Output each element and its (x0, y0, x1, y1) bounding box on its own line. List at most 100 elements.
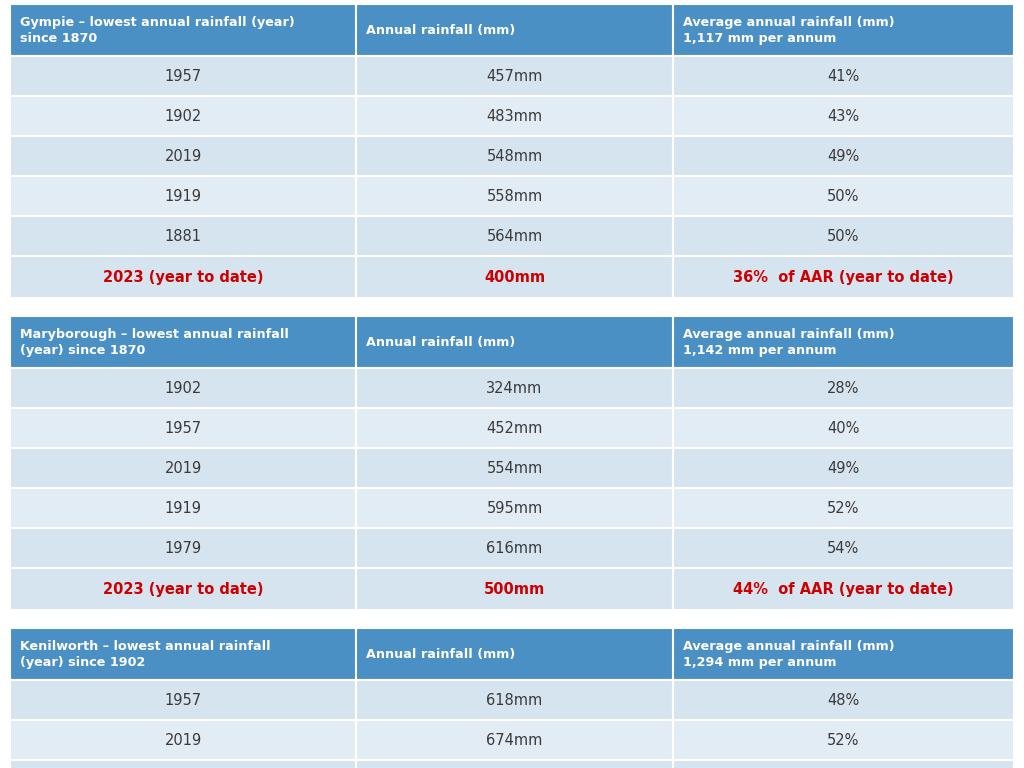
Bar (673, 760, 1014, 768)
Text: 1957: 1957 (165, 68, 202, 84)
Bar (673, 409, 1014, 449)
Text: 616mm: 616mm (486, 541, 543, 556)
Text: 2023 (year to date): 2023 (year to date) (103, 270, 263, 285)
Bar (356, 760, 673, 768)
Text: 483mm: 483mm (486, 109, 543, 124)
Text: 41%: 41% (827, 68, 859, 84)
Text: 44%  of AAR (year to date): 44% of AAR (year to date) (733, 581, 953, 597)
Text: 54%: 54% (827, 541, 859, 556)
Bar (356, 368, 673, 409)
Bar (10, 568, 356, 611)
Text: 452mm: 452mm (486, 421, 543, 435)
Bar (356, 4, 673, 56)
Text: 49%: 49% (827, 149, 859, 164)
Text: 554mm: 554mm (486, 461, 543, 475)
Text: 558mm: 558mm (486, 189, 543, 204)
Bar (673, 56, 1014, 96)
Bar (10, 528, 356, 568)
Bar (673, 217, 1014, 257)
Bar (673, 720, 1014, 760)
Bar (10, 680, 356, 720)
Bar (10, 4, 356, 56)
Text: 400mm: 400mm (484, 270, 545, 285)
Text: Average annual rainfall (mm)
1,142 mm per annum: Average annual rainfall (mm) 1,142 mm pe… (683, 328, 894, 356)
Text: 40%: 40% (827, 421, 859, 435)
Text: 1979: 1979 (165, 541, 202, 556)
Text: 324mm: 324mm (486, 381, 543, 396)
Bar (356, 56, 673, 96)
Text: 618mm: 618mm (486, 693, 543, 707)
Bar (356, 176, 673, 217)
Text: Annual rainfall (mm): Annual rainfall (mm) (367, 24, 515, 37)
Bar (356, 568, 673, 611)
Bar (356, 96, 673, 136)
Text: 36%  of AAR (year to date): 36% of AAR (year to date) (733, 270, 953, 285)
Text: 1919: 1919 (165, 501, 202, 515)
Text: 1919: 1919 (165, 189, 202, 204)
Bar (673, 257, 1014, 298)
Bar (356, 409, 673, 449)
Text: 1881: 1881 (165, 229, 202, 243)
Text: 50%: 50% (827, 229, 859, 243)
Bar (356, 257, 673, 298)
Text: Maryborough – lowest annual rainfall
(year) since 1870: Maryborough – lowest annual rainfall (ye… (20, 328, 289, 356)
Bar (10, 760, 356, 768)
Text: Average annual rainfall (mm)
1,117 mm per annum: Average annual rainfall (mm) 1,117 mm pe… (683, 15, 894, 45)
Bar (10, 217, 356, 257)
Bar (10, 257, 356, 298)
Text: 2019: 2019 (165, 149, 202, 164)
Text: Annual rainfall (mm): Annual rainfall (mm) (367, 647, 515, 660)
Bar (10, 488, 356, 528)
Bar (10, 628, 356, 680)
Bar (673, 528, 1014, 568)
Text: 457mm: 457mm (486, 68, 543, 84)
Bar (673, 368, 1014, 409)
Bar (10, 56, 356, 96)
Bar (673, 136, 1014, 176)
Text: 1902: 1902 (165, 109, 202, 124)
Bar (673, 449, 1014, 488)
Bar (10, 316, 356, 368)
Text: 50%: 50% (827, 189, 859, 204)
Bar (10, 368, 356, 409)
Bar (356, 528, 673, 568)
Bar (10, 96, 356, 136)
Text: 52%: 52% (827, 501, 859, 515)
Bar (673, 488, 1014, 528)
Bar (356, 316, 673, 368)
Text: 1957: 1957 (165, 693, 202, 707)
Bar (10, 720, 356, 760)
Text: 2023 (year to date): 2023 (year to date) (103, 581, 263, 597)
Bar (673, 316, 1014, 368)
Bar (673, 96, 1014, 136)
Text: 595mm: 595mm (486, 501, 543, 515)
Text: 48%: 48% (827, 693, 859, 707)
Text: 52%: 52% (827, 733, 859, 748)
Text: 49%: 49% (827, 461, 859, 475)
Bar (10, 176, 356, 217)
Text: Gympie – lowest annual rainfall (year)
since 1870: Gympie – lowest annual rainfall (year) s… (20, 15, 295, 45)
Text: 564mm: 564mm (486, 229, 543, 243)
Bar (10, 409, 356, 449)
Text: Annual rainfall (mm): Annual rainfall (mm) (367, 336, 515, 349)
Bar (673, 680, 1014, 720)
Bar (356, 720, 673, 760)
Bar (356, 488, 673, 528)
Bar (356, 136, 673, 176)
Bar (673, 568, 1014, 611)
Text: 500mm: 500mm (484, 581, 545, 597)
Bar (356, 217, 673, 257)
Bar (673, 176, 1014, 217)
Text: 548mm: 548mm (486, 149, 543, 164)
Text: 2019: 2019 (165, 733, 202, 748)
Bar (356, 680, 673, 720)
Bar (10, 136, 356, 176)
Text: 43%: 43% (827, 109, 859, 124)
Bar (10, 449, 356, 488)
Bar (673, 4, 1014, 56)
Bar (356, 449, 673, 488)
Text: 28%: 28% (827, 381, 859, 396)
Text: Kenilworth – lowest annual rainfall
(year) since 1902: Kenilworth – lowest annual rainfall (yea… (20, 640, 270, 669)
Text: 1957: 1957 (165, 421, 202, 435)
Text: 674mm: 674mm (486, 733, 543, 748)
